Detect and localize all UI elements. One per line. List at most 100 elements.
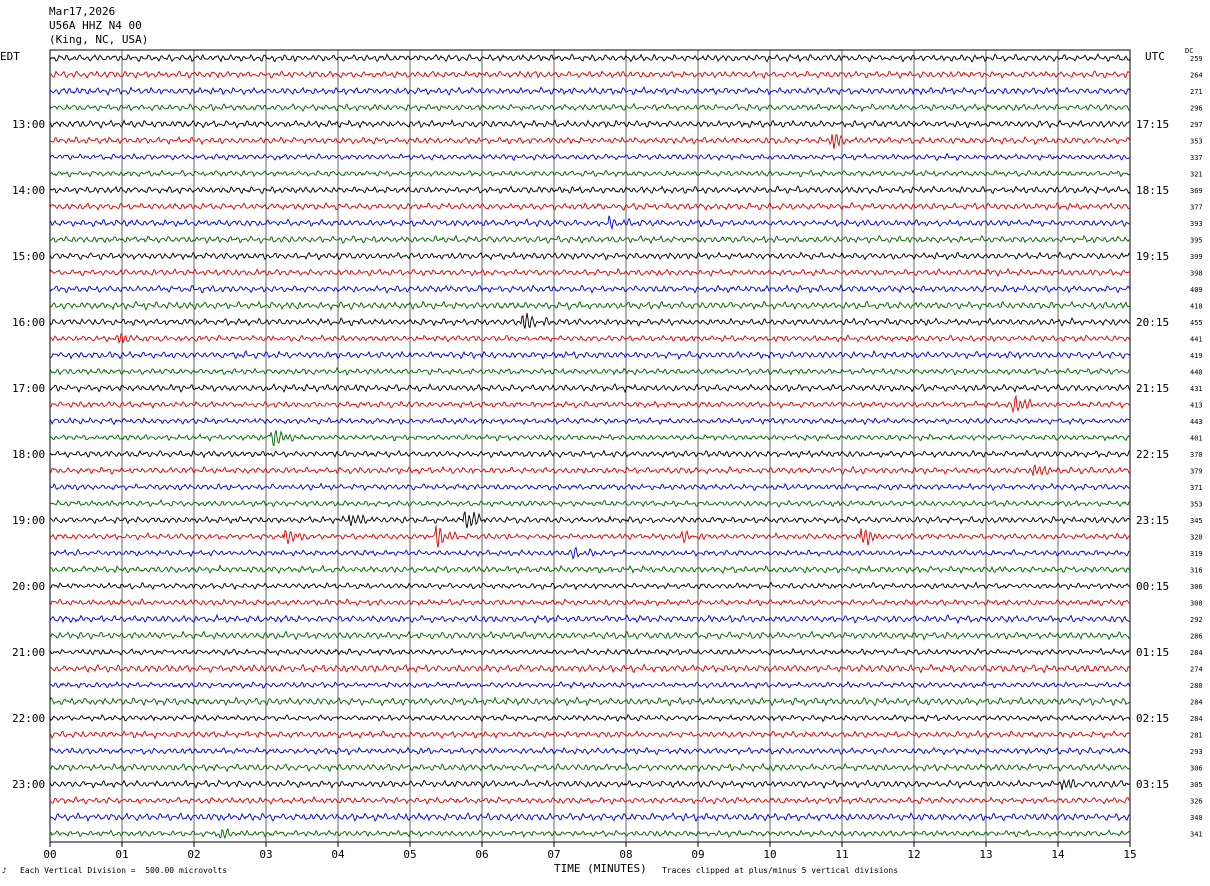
seismic-trace: [49, 70, 1131, 80]
x-tick-label: 08: [619, 848, 632, 861]
seismic-trace: [49, 828, 1130, 840]
dc-offset-label: 316: [1190, 567, 1203, 575]
seismic-trace: [49, 201, 1131, 211]
x-tick-label: 11: [835, 848, 848, 861]
seismic-trace: [49, 284, 1131, 295]
right-hour-label: 18:15: [1136, 184, 1169, 197]
left-hour-label: 16:00: [12, 316, 45, 329]
seismic-trace: [50, 663, 1131, 674]
chart-title: Mar17,2026: [49, 5, 116, 18]
seismic-trace: [49, 234, 1131, 245]
right-hour-label: 03:15: [1136, 778, 1169, 791]
seismic-trace: [49, 613, 1130, 625]
right-hour-label: 20:15: [1136, 316, 1169, 329]
dc-offset-label: 286: [1190, 633, 1203, 641]
dc-offset-label: 284: [1190, 649, 1203, 657]
left-hour-label: 15:00: [12, 250, 45, 263]
seismic-trace: [49, 53, 1131, 63]
seismic-trace: [49, 169, 1131, 178]
seismic-trace: [49, 394, 1131, 414]
dc-offset-label: 399: [1190, 253, 1203, 261]
right-timezone-label: UTC: [1145, 50, 1165, 63]
dc-offset-label: 297: [1190, 121, 1203, 129]
seismic-trace: [49, 713, 1131, 723]
x-tick-label: 01: [115, 848, 128, 861]
left-hour-label: 21:00: [12, 646, 45, 659]
dc-offset-label: 259: [1190, 55, 1203, 63]
seismic-trace: [49, 811, 1131, 823]
dc-offset-label: 306: [1190, 765, 1203, 773]
dc-offset-label: 292: [1190, 616, 1203, 624]
clip-note: Traces clipped at plus/minus 5 vertical …: [662, 866, 899, 875]
dc-offset-label: 419: [1190, 352, 1203, 360]
seismic-trace: [49, 730, 1131, 740]
seismic-trace: [49, 449, 1131, 459]
dc-offset-label: 431: [1190, 385, 1203, 393]
seismic-trace: [49, 119, 1130, 129]
seismic-trace: [49, 598, 1131, 607]
x-tick-label: 06: [475, 848, 488, 861]
left-hour-label: 14:00: [12, 184, 45, 197]
right-hour-label: 22:15: [1136, 448, 1169, 461]
dc-offset-label: 305: [1190, 781, 1203, 789]
seismic-trace: [49, 383, 1131, 394]
seismic-trace: [49, 86, 1131, 96]
seismic-trace: [49, 267, 1131, 278]
dc-offset-label: 284: [1190, 699, 1203, 707]
seismic-trace: [49, 430, 1131, 447]
seismic-trace: [49, 498, 1131, 508]
dc-offset-label: 409: [1190, 286, 1203, 294]
right-hour-label: 01:15: [1136, 646, 1169, 659]
seismic-trace: [49, 134, 1131, 149]
x-tick-label: 02: [187, 848, 200, 861]
dc-offset-label: 264: [1190, 72, 1203, 80]
corner-mark-icon: ♪: [2, 866, 7, 875]
station-location: (King, NC, USA): [49, 33, 149, 46]
dc-offset-label: 369: [1190, 187, 1203, 195]
dc-offset-label: 379: [1190, 468, 1203, 476]
seismic-trace: [49, 366, 1131, 376]
dc-offset-label: 443: [1190, 418, 1203, 426]
plot-frame: [49, 49, 1131, 843]
seismic-trace: [49, 564, 1131, 575]
x-tick-label: 13: [979, 848, 992, 861]
seismic-trace: [49, 696, 1131, 707]
dc-offset-label: 401: [1190, 435, 1203, 443]
x-tick-label: 14: [1051, 848, 1065, 861]
seismic-trace: [49, 647, 1130, 657]
dc-offset-label: 300: [1190, 600, 1203, 608]
dc-offset-label: 340: [1190, 814, 1203, 822]
dc-offset-label: 377: [1190, 204, 1203, 212]
right-hour-label: 02:15: [1136, 712, 1169, 725]
seismic-trace: [49, 525, 1131, 548]
x-tick-label: 10: [763, 848, 776, 861]
seismic-trace: [49, 215, 1131, 231]
seismic-trace: [49, 482, 1131, 492]
left-hour-label: 23:00: [12, 778, 45, 791]
seismic-trace: [49, 796, 1131, 806]
seismic-trace: [49, 312, 1131, 329]
right-hour-label: 17:15: [1136, 118, 1169, 131]
dc-offset-label: 370: [1190, 451, 1203, 459]
dc-offset-label: 296: [1190, 105, 1203, 113]
seismic-trace: [49, 680, 1131, 690]
x-tick-label: 09: [691, 848, 704, 861]
x-tick-label: 05: [403, 848, 416, 861]
seismic-trace: [49, 464, 1131, 476]
station-id: U56A HHZ N4 00: [49, 19, 142, 32]
dc-offset-label: 413: [1190, 402, 1203, 410]
seismic-trace: [49, 152, 1131, 162]
seismic-trace: [49, 546, 1131, 560]
seismic-trace: [49, 333, 1131, 345]
dc-offset-label: 280: [1190, 682, 1203, 690]
dc-offset-label: 353: [1190, 138, 1203, 146]
right-hour-label: 23:15: [1136, 514, 1169, 527]
dc-offset-label: 371: [1190, 484, 1203, 492]
dc-offset-label: 320: [1190, 534, 1203, 542]
dc-offset-label: 345: [1190, 517, 1203, 525]
dc-offset-label: 440: [1190, 369, 1203, 377]
x-tick-label: 12: [907, 848, 920, 861]
seismic-trace: [49, 746, 1131, 756]
x-tick-label: 04: [331, 848, 345, 861]
x-tick-label: 15: [1123, 848, 1136, 861]
